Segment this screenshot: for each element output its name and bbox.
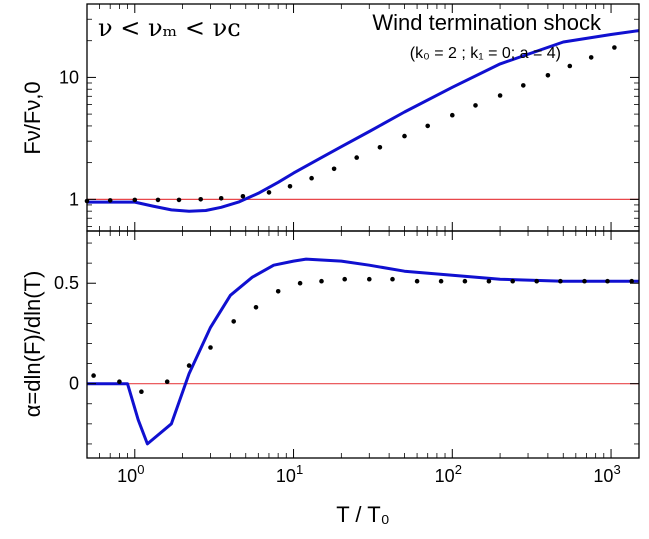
x-tick-labels: 100 101 102 103 [117,462,621,486]
top-y-axis-label: Fν/Fν,0 [20,81,45,154]
bottom-series-group [87,257,639,446]
bottom-panel: 00.5 [54,230,640,459]
bottom-data-point [629,278,634,284]
bottom-data-point [275,289,281,294]
bottom-model-curve [87,257,639,446]
top-series-group [84,29,640,213]
chart-title: Wind termination shock [372,10,602,35]
top-data-point [266,190,272,195]
top-data-point [377,145,383,150]
x-tick-label: 100 [117,462,144,486]
frequency-condition: ν < νₘ < νᴄ [98,14,241,42]
top-data-point [545,73,551,78]
bottom-data-point [139,389,144,395]
top-data-point [473,103,478,108]
bottom-data-point [319,278,324,284]
top-data-point [450,112,455,118]
top-data-point [567,63,573,69]
bottom-y-axis-label: α=dln(F)/dln(T) [20,271,45,418]
bottom-data-point [534,278,539,284]
top-data-point [331,166,337,172]
bottom-data-point [117,379,122,385]
bottom-data-point [342,276,348,282]
bottom-data-point [438,278,444,284]
top-data-point [402,133,407,139]
top-data-point [240,194,246,199]
bottom-data-point [231,319,236,324]
top-data-point [354,155,360,160]
bottom-data-point [510,278,515,284]
top-data-point [287,184,293,189]
top-data-point [132,197,138,203]
bottom-axis-ticks: 00.5 [54,231,639,458]
bottom-data-point [297,280,303,286]
x-axis-label: T / T₀ [336,502,390,527]
bottom-data-point [486,278,492,284]
x-tick-label: 101 [276,462,303,486]
chart-subtitle: (k₀ = 2 ; k₁ = 0; a = 4) [410,45,561,62]
bottom-data-point [367,276,372,282]
bottom-data-point [414,278,420,284]
top-axis-ticks: 1 10 [59,3,639,231]
top-data-point [218,196,224,201]
bottom-data-point [558,278,563,284]
top-y-tick-label: 1 [69,189,79,209]
top-data-point [588,55,594,60]
x-tick-label: 103 [593,462,620,486]
top-y-tick-label: 10 [59,67,79,87]
top-data-point [521,83,526,88]
bottom-data-point [208,345,213,350]
top-data-point [612,45,617,50]
top-model-curve [87,29,640,213]
bottom-data-point [186,363,192,368]
top-data-point [497,93,503,98]
bottom-data-point [390,276,395,282]
bottom-data-point [462,278,468,284]
top-data-point [198,197,203,202]
top-data-point [425,123,431,129]
bottom-y-tick-label: 0.5 [54,273,79,293]
x-tick-label: 102 [435,462,462,486]
top-data-point [107,198,113,203]
bottom-data-point [605,278,610,284]
bottom-y-tick-label: 0 [69,374,79,394]
top-data-point [309,175,314,181]
top-data-point [176,197,182,203]
bottom-data-point [253,305,259,310]
bottom-data-point [582,278,587,284]
bottom-data-point [91,373,96,378]
top-data-point [155,197,161,203]
bottom-plot-frame [86,230,640,459]
bottom-data-point [164,379,170,385]
